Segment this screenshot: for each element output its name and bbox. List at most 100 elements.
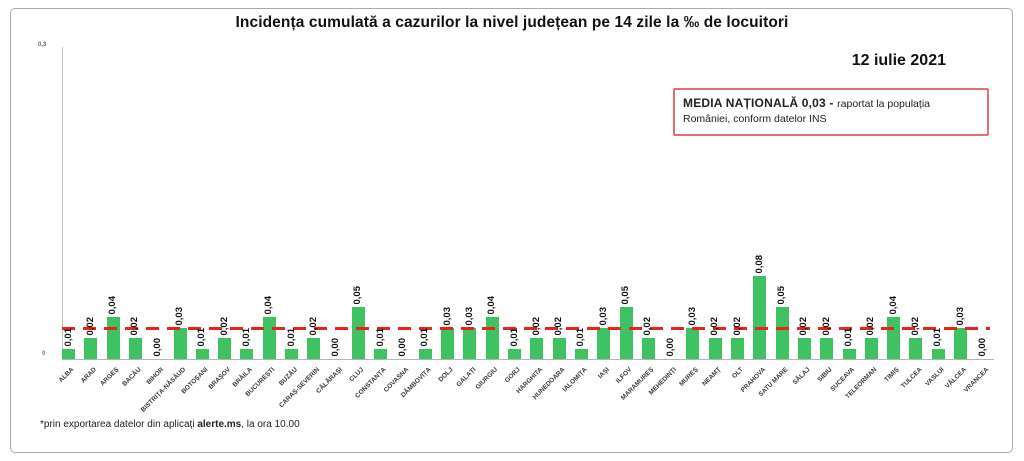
bar [909,338,923,359]
bar-value-label: 0,00 [397,337,408,357]
x-axis-label: MUREȘ [678,366,701,388]
bar [842,349,856,359]
bar [508,349,521,359]
y-axis-line [62,47,63,360]
bar-value-label: 0,02 [530,316,542,336]
bar [195,349,209,359]
national-average-note: raportat la populația României, conform … [683,98,930,126]
bar [374,349,388,359]
x-axis-label: BIHOR [145,366,165,387]
x-axis-label: DOLJ [437,366,455,384]
bar [84,338,98,359]
bar [619,307,633,359]
bar [708,338,722,359]
x-axis-label: ARGEȘ [99,366,121,388]
x-axis-label: GIURGIU [474,366,500,391]
bar [262,317,276,359]
bar-value-label: 0,01 [508,327,520,347]
bar-value-label: 0,04 [486,295,498,315]
x-axis-label: ILFOV [614,366,634,385]
bar [173,328,187,359]
bar [218,338,232,359]
bar-value-label: 0,00 [976,337,988,357]
page-border-frame [10,8,1013,453]
bar [418,349,432,359]
bar-value-label: 0,04 [263,295,275,315]
bar-value-label: 0,02 [909,316,921,336]
bar [574,349,588,359]
bar [954,328,967,359]
bar-value-label: 0,02 [129,316,141,336]
national-average-value: MEDIA NAȚIONALĂ 0,03 - [683,96,838,110]
x-axis-label: BACĂU [121,366,143,388]
bar-value-label: 0,04 [107,295,119,315]
bar-value-label: 0,05 [352,285,364,305]
bar-value-label: 0,02 [865,316,877,336]
bar [485,317,499,359]
x-axis-label: TIMIȘ [883,366,901,384]
bar-value-label: 0,03 [463,306,475,326]
bar [931,349,945,359]
chart-title: Incidența cumulată a cazurilor la nivel … [235,14,789,31]
bar-value-label: 0,04 [887,295,899,315]
x-axis-label: IAȘI [597,366,611,381]
y-axis-zero-tick: 0 [42,351,46,357]
bar-value-label: 0,01 [196,327,208,347]
bar [128,338,142,359]
bar-value-label: 0,03 [686,306,698,326]
bar [441,328,455,359]
bar-value-label: 0,02 [709,316,721,336]
bar [753,276,767,359]
bar-value-label: 0,02 [84,316,96,336]
y-axis-top-tick: 0,3 [38,42,47,48]
bar-value-label: 0,03 [597,306,609,326]
bar [530,338,544,359]
bar-value-label: 0,00 [330,337,342,357]
bar [731,338,744,359]
bar-value-label: 0,01 [285,327,297,347]
x-axis-label: NEAMȚ [701,366,723,388]
x-axis-label: TULCEA [899,366,924,390]
bar [686,328,700,359]
bar [62,349,75,359]
bar [775,307,789,359]
x-axis-label: GORJ [503,366,522,385]
x-axis-label: VASLUI [923,366,946,388]
bar-value-label: 0,02 [731,316,743,336]
x-axis-label: SĂLAJ [791,366,812,387]
bar-value-label: 0,01 [62,327,74,347]
bar [797,338,811,359]
bar-value-label: 0,01 [932,327,944,347]
bar [552,338,566,359]
bar [351,307,365,359]
bar-value-label: 0,02 [307,316,319,336]
bar [463,328,477,359]
bar-value-label: 0,05 [776,285,788,305]
bar [641,338,655,359]
x-axis-label: ARAD [79,366,99,385]
footnote-suffix: , la ora 10.00 [241,419,300,430]
x-axis-line [62,359,994,360]
bar-value-label: 0,03 [441,306,453,326]
x-axis-label: SIBIU [816,366,834,384]
bar-value-label: 0,05 [620,285,631,305]
bar [307,338,321,359]
bar-value-label: 0,01 [419,327,431,347]
bar [285,349,298,359]
bar [820,338,834,359]
bar [864,338,878,359]
plot-area: 0,01 0,02 0,04 0,02 0,00 0,03 0,01 0,02 0,01 0,04… [62,47,992,359]
bar-value-label: 0,01 [374,327,386,347]
bar-value-label: 0,02 [798,316,810,336]
bar-value-label: 0,01 [240,327,252,347]
bar-value-label: 0,08 [753,254,765,274]
bar-value-label: 0,00 [151,337,163,357]
bar [887,317,901,359]
footnote-app-name: alerte.ms [197,419,242,430]
bar [597,328,611,359]
x-axis-label: OLT [730,366,745,381]
bar [106,317,120,359]
bar-value-label: 0,01 [843,327,854,347]
bar-value-label: 0,03 [174,306,185,326]
